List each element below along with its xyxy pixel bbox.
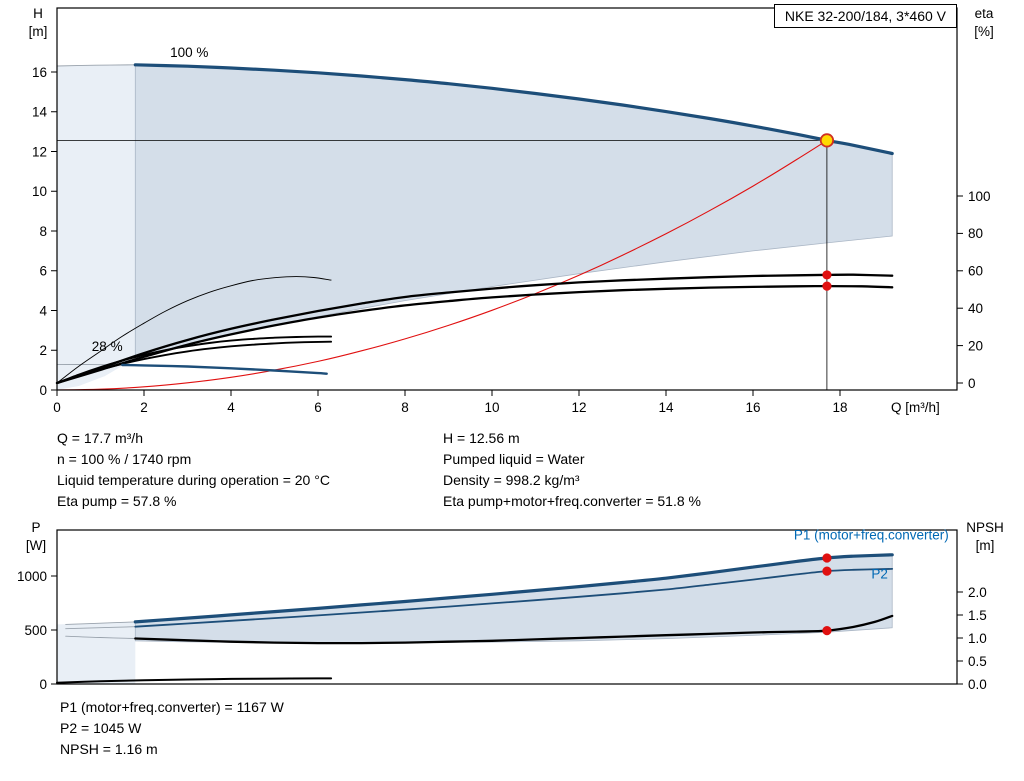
y-left-axis-title: P (31, 520, 40, 535)
x-tick-label: 10 (484, 400, 499, 415)
x-tick-label: 0 (53, 400, 61, 415)
y-left-tick-label: 500 (24, 623, 47, 638)
p1-curve (133, 553, 894, 624)
eta-pump-dot (822, 270, 832, 280)
x-tick-label: 14 (658, 400, 674, 415)
npsh-leader-line (65, 635, 136, 639)
power-chart-envelope-light (57, 621, 136, 684)
y-right-axis-title: NPSH (966, 520, 1004, 535)
power-summary: P1 (motor+freq.converter) = 1167 W P2 = … (60, 697, 284, 760)
p1-value-text: P1 (motor+freq.converter) = 1167 W (60, 699, 284, 715)
y-left-tick-label: 12 (32, 144, 47, 159)
y-right-tick-label: 0.5 (968, 654, 987, 669)
h-28-curve (121, 363, 328, 375)
x-axis-title: Q [m³/h] (891, 400, 940, 415)
y-right-tick-label: 2.0 (968, 585, 987, 600)
duty-summary-left-column: Q = 17.7 m³/h n = 100 % / 1740 rpm Liqui… (57, 428, 330, 512)
speed-28-label: 28 % (92, 339, 123, 354)
y-right-tick-label: 100 (968, 189, 991, 204)
density-text: Density = 998.2 kg/m³ (443, 472, 580, 488)
qh-chart-operating-envelope (134, 64, 893, 359)
power-chart-operating-envelope (134, 554, 893, 644)
y-right-axis-unit: [%] (974, 24, 994, 39)
power-chart-frame (56, 529, 958, 685)
p2-dot (822, 566, 832, 576)
y-right-tick-label: 60 (968, 264, 983, 279)
speed-text: n = 100 % / 1740 rpm (57, 451, 192, 467)
y-left-tick-label: 0 (39, 677, 47, 692)
y-right-tick-label: 1.0 (968, 631, 987, 646)
y-right-axis-title: eta (975, 6, 994, 21)
x-tick-label: 6 (314, 400, 322, 415)
y-left-tick-label: 8 (39, 224, 47, 239)
y-left-tick-label: 16 (32, 65, 47, 80)
y-right-tick-label: 80 (968, 226, 983, 241)
y-left-tick-label: 1000 (17, 569, 47, 584)
y-left-axis-unit: [m] (29, 24, 48, 39)
duty-summary-right-column: H = 12.56 m Pumped liquid = Water Densit… (443, 428, 701, 512)
eta-total-text: Eta pump+motor+freq.converter = 51.8 % (443, 493, 701, 509)
y-left-axis-title: H (33, 6, 43, 21)
eta-total-curve (55, 284, 894, 385)
pump-model-box: NKE 32-200/184, 3*460 V (773, 4, 957, 28)
flow-text: Q = 17.7 m³/h (57, 430, 143, 446)
y-right-tick-label: 1.5 (968, 608, 987, 623)
eta-pump-text: Eta pump = 57.8 % (57, 493, 177, 509)
p1-leader-line (65, 621, 136, 625)
eta-pump-28-curve (56, 276, 332, 384)
h100-leader-line (56, 64, 136, 67)
h-100-curve (133, 63, 894, 156)
y-left-tick-label: 2 (39, 343, 47, 358)
p-28-curve (56, 677, 333, 684)
duty-point-marker[interactable] (819, 133, 835, 148)
system-curve (56, 139, 828, 391)
pumped-liquid-text: Pumped liquid = Water (443, 451, 585, 467)
x-tick-label: 4 (227, 400, 235, 415)
p1-curve-label: P1 (motor+freq.converter) (794, 527, 949, 542)
x-tick-label: 18 (832, 400, 847, 415)
y-right-tick-label: 40 (968, 301, 983, 316)
p2-curve-label: P2 (871, 567, 888, 582)
y-left-tick-label: 6 (39, 264, 47, 279)
y-left-axis-unit: [W] (26, 538, 46, 553)
y-left-tick-label: 4 (39, 303, 47, 318)
speed-100-label: 100 % (170, 45, 208, 60)
eta-total-dot (822, 281, 832, 291)
p2-curve (134, 568, 894, 628)
y-right-tick-label: 0.0 (968, 677, 987, 692)
y-right-tick-label: 0 (968, 376, 976, 391)
liquid-temp-text: Liquid temperature during operation = 20… (57, 472, 330, 488)
qh-chart-envelope-light (57, 64, 136, 391)
y-left-tick-label: 14 (32, 105, 48, 120)
y-left-tick-label: 0 (39, 383, 47, 398)
qh-chart-frame (56, 7, 958, 391)
p2-value-text: P2 = 1045 W (60, 720, 142, 736)
y-right-axis-unit: [m] (976, 538, 995, 553)
x-tick-label: 12 (571, 400, 586, 415)
y-right-tick-label: 20 (968, 338, 983, 353)
x-tick-label: 8 (401, 400, 409, 415)
eta-pump-curve (55, 273, 894, 385)
qh-eta-chart: 0 2 4 6 8 10 12 14 16 18 Q [m³/h] 0 2 4 6 8 10 12 14 16 0 20 4… (29, 6, 994, 415)
npsh-dot (822, 626, 832, 636)
head-text: H = 12.56 m (443, 430, 520, 446)
power-npsh-chart: 0 500 1000 0.0 0.5 1.0 1.5 2.0 P [W] NPSH [m] P1 (mo… (17, 520, 1004, 692)
y-left-tick-label: 10 (32, 184, 47, 199)
npsh-value-text: NPSH = 1.16 m (60, 741, 158, 757)
p1-dot (822, 553, 832, 563)
pump-model-label: NKE 32-200/184, 3*460 V (784, 8, 946, 24)
p2-leader-line (65, 626, 136, 630)
x-tick-label: 16 (745, 400, 760, 415)
x-tick-label: 2 (140, 400, 148, 415)
